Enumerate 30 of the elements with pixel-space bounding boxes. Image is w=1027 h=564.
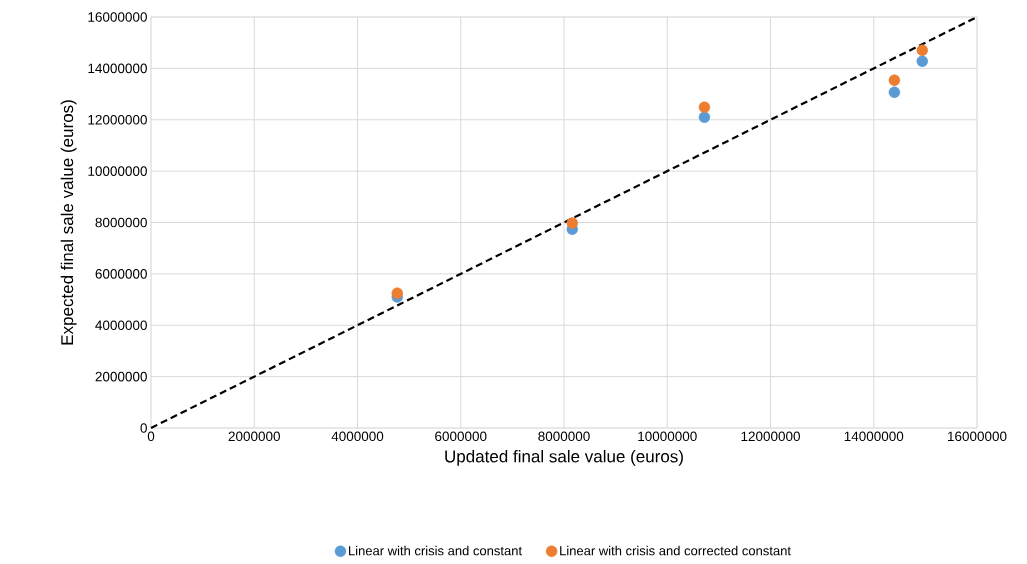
x-tick-label: 16000000 <box>948 431 1007 442</box>
point <box>888 86 901 98</box>
point <box>888 74 901 86</box>
x-tick-label: 4000000 <box>331 431 384 442</box>
x-tick-label: 12000000 <box>741 431 800 442</box>
legend-label: Linear with crisis and corrected constant <box>560 545 791 556</box>
y-tick-label: 16000000 <box>88 12 147 22</box>
x-tick-label: 14000000 <box>844 431 904 442</box>
y-tick-label: 14000000 <box>88 63 147 74</box>
x-tick-label: 0 <box>147 431 155 442</box>
y-axis-title: Expected final sale value (euros) <box>60 100 77 345</box>
y-tick-label: 4000000 <box>95 320 147 331</box>
point <box>566 217 578 229</box>
x-tick-label: 6000000 <box>435 431 487 442</box>
y-tick-label: 8000000 <box>95 217 147 228</box>
point <box>698 101 711 113</box>
y-tick-label: 10000000 <box>88 166 147 176</box>
x-tick-label: 8000000 <box>538 431 590 442</box>
x-tick-label: 2000000 <box>228 431 280 442</box>
point <box>698 111 711 123</box>
point <box>391 287 403 299</box>
y-tick-label: 2000000 <box>95 371 147 382</box>
y-tick-label: 12000000 <box>88 114 147 125</box>
x-axis-title: Updated final sale value (euros) <box>445 449 683 466</box>
legend-label: Linear with crisis and constant <box>349 545 522 556</box>
y-tick-label: 0 <box>140 423 147 433</box>
point <box>916 55 928 67</box>
point <box>916 44 928 56</box>
y-tick-label: 6000000 <box>95 269 147 279</box>
x-tick-label: 10000000 <box>638 431 697 442</box>
